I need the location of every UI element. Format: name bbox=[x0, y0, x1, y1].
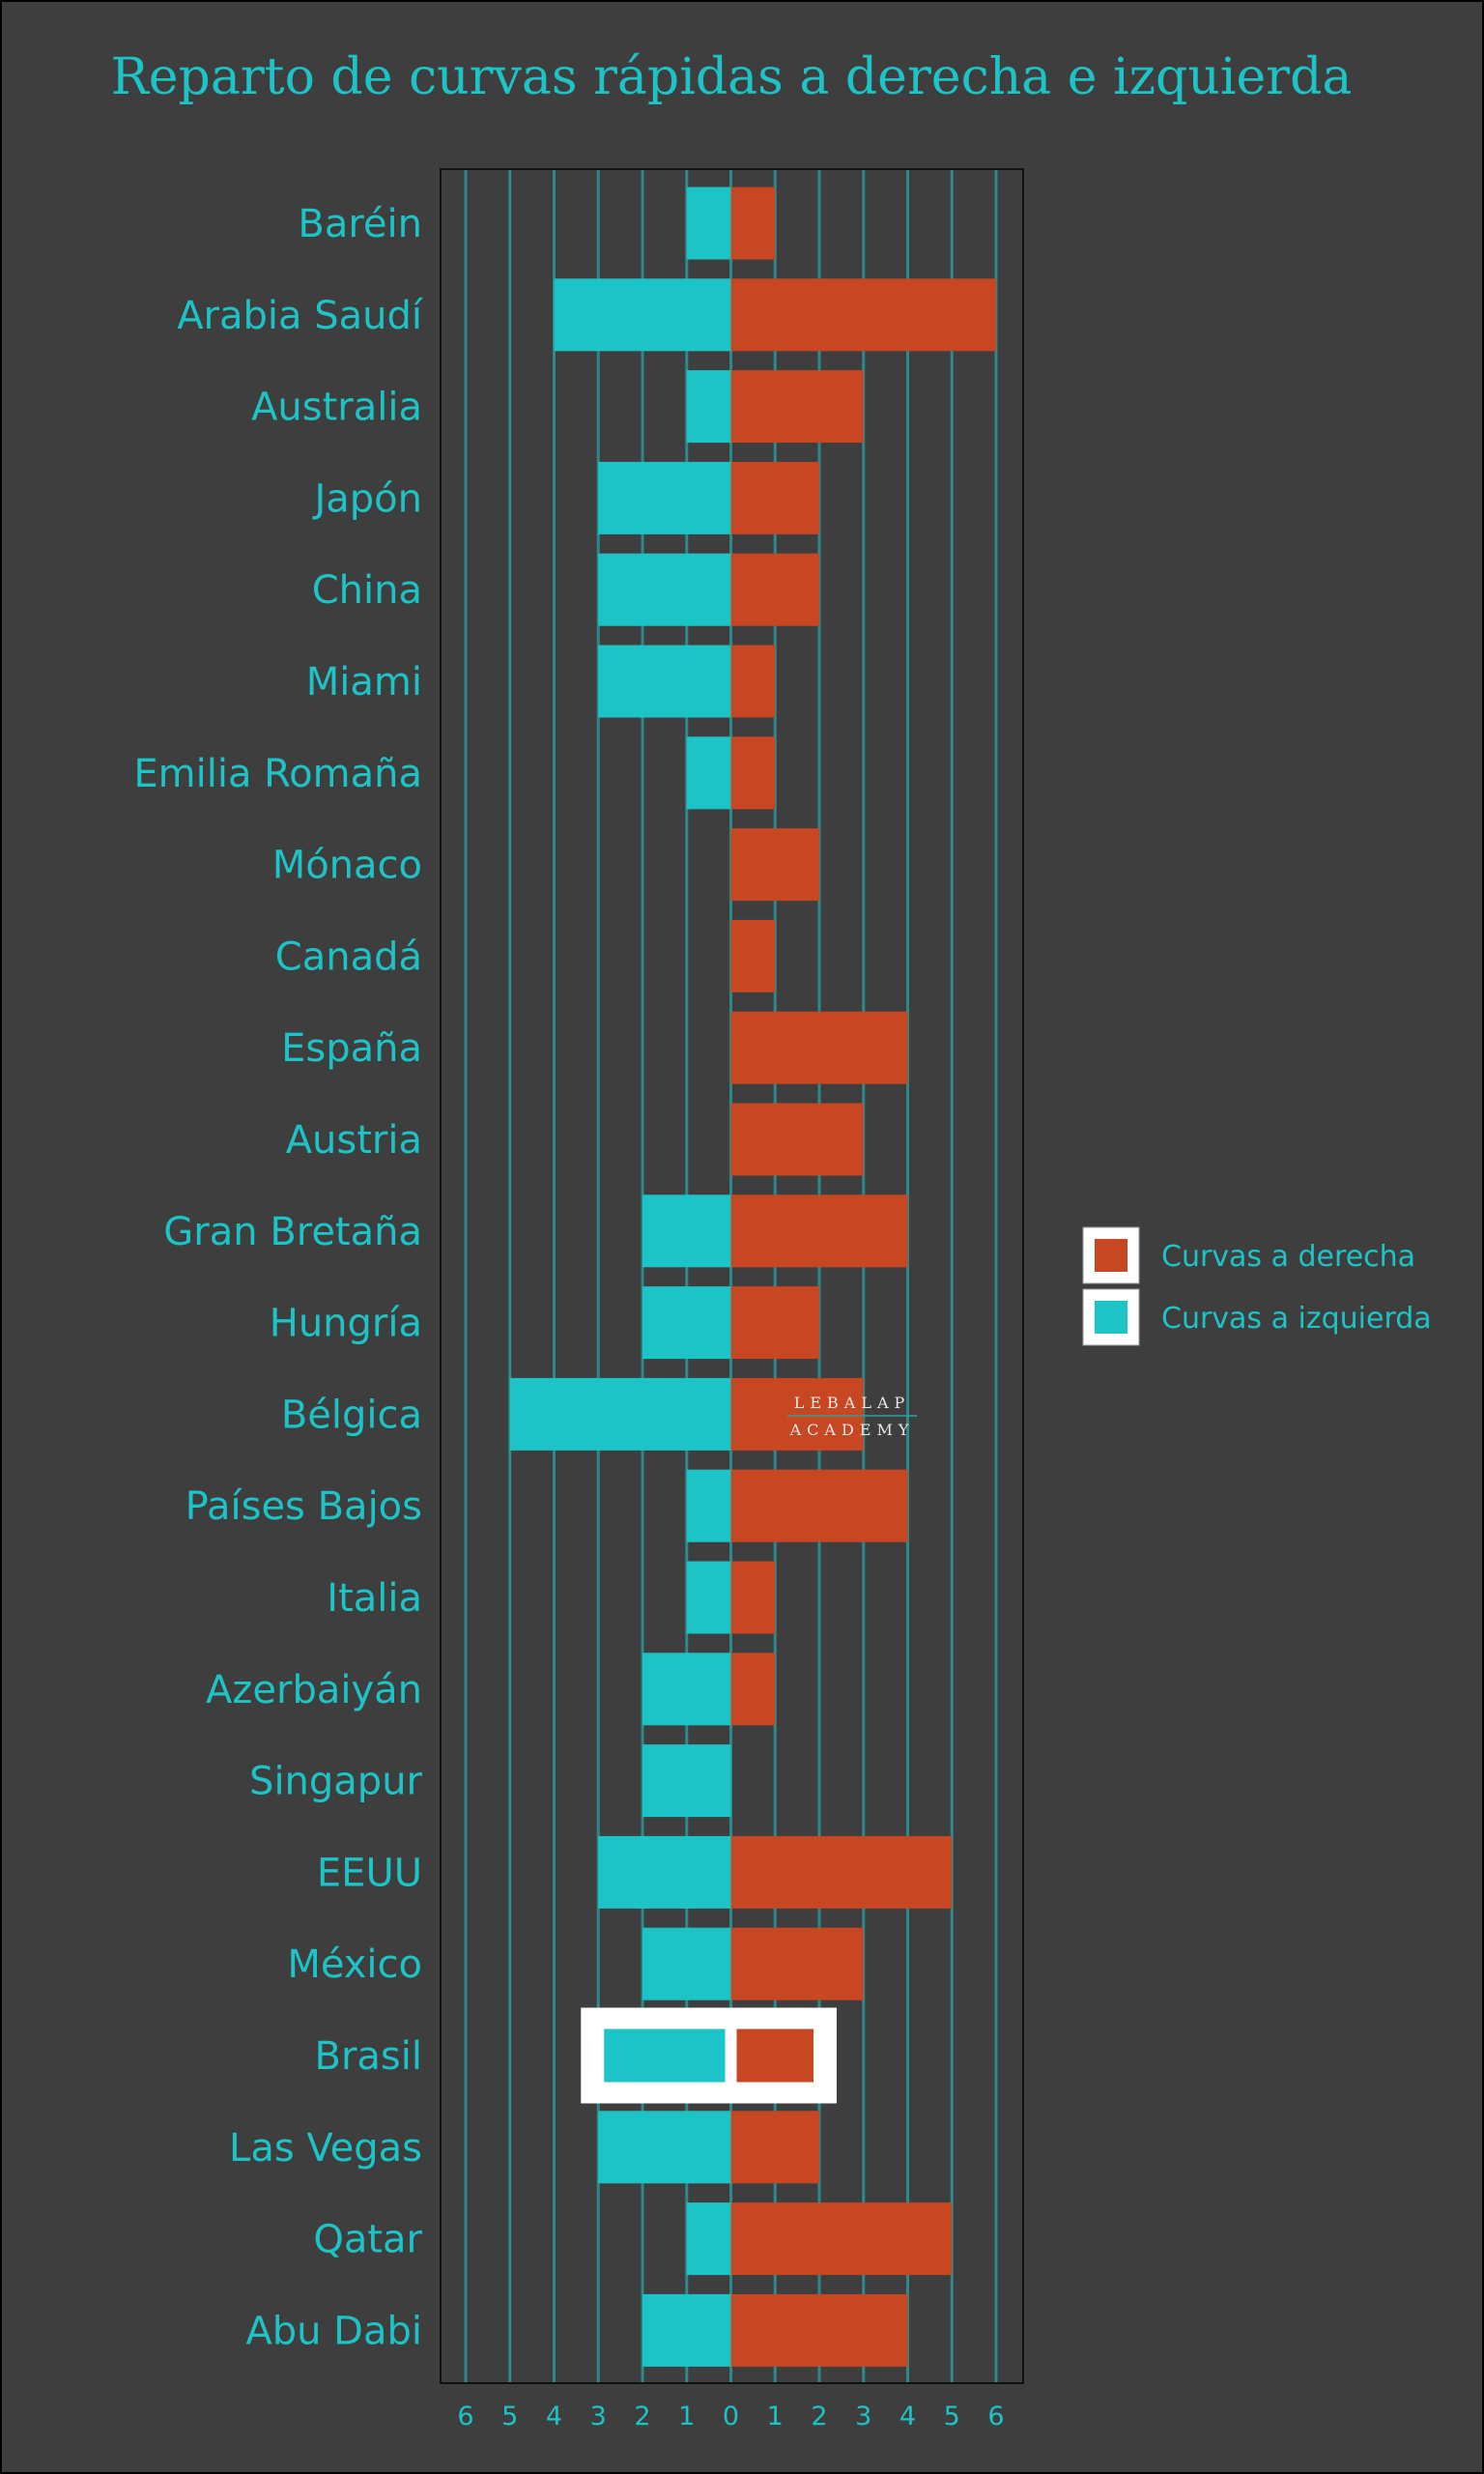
x-tick-label: 5 bbox=[944, 2402, 960, 2431]
bar-right-Las Vegas bbox=[730, 2111, 819, 2184]
bar-left-Japón bbox=[598, 461, 731, 534]
svg-text:ACADEMY: ACADEMY bbox=[789, 1421, 915, 1439]
bar-right-España bbox=[730, 1011, 908, 1084]
bar-left-EEUU bbox=[598, 1835, 731, 1909]
category-label: Arabia Saudí bbox=[177, 294, 424, 338]
bar-right-Baréin bbox=[730, 187, 776, 260]
x-tick-label: 4 bbox=[546, 2402, 562, 2431]
x-tick-label: 4 bbox=[899, 2402, 916, 2431]
x-tick-label: 1 bbox=[767, 2402, 784, 2431]
category-label: Austria bbox=[286, 1118, 422, 1163]
bar-left-Gran Bretaña bbox=[642, 1194, 731, 1268]
bar-left-Azerbaiyán bbox=[642, 1653, 731, 1726]
bar-left-Arabia Saudí bbox=[554, 278, 731, 352]
category-label: España bbox=[281, 1026, 422, 1071]
category-label: Hungría bbox=[270, 1302, 422, 1346]
bar-left-Brasil bbox=[604, 2028, 726, 2083]
category-label: Brasil bbox=[315, 2034, 422, 2079]
x-tick-label: 3 bbox=[590, 2402, 607, 2431]
category-label: Miami bbox=[306, 660, 422, 705]
bar-left-Las Vegas bbox=[598, 2111, 731, 2184]
plot-frame bbox=[440, 168, 1024, 2384]
bar-right-Japón bbox=[730, 461, 819, 534]
bar-left-Emilia Romaña bbox=[686, 736, 731, 810]
bar-left-Bélgica bbox=[509, 1377, 731, 1451]
x-tick-label: 6 bbox=[987, 2402, 1004, 2431]
category-label: Azerbaiyán bbox=[206, 1668, 422, 1712]
bar-right-Bélgica bbox=[730, 1377, 864, 1451]
bar-left-Qatar bbox=[686, 2202, 731, 2276]
category-label: Emilia Romaña bbox=[133, 752, 422, 796]
svg-text:LEBALAP: LEBALAP bbox=[794, 1394, 911, 1412]
bar-right-Qatar bbox=[730, 2202, 953, 2276]
category-label: Baréin bbox=[298, 202, 422, 246]
category-label: Abu Dabi bbox=[245, 2309, 422, 2353]
category-label: Bélgica bbox=[281, 1393, 422, 1437]
category-label: Qatar bbox=[313, 2218, 422, 2262]
category-label: Mónaco bbox=[272, 844, 422, 888]
bar-right-Abu Dabi bbox=[730, 2293, 908, 2367]
bar-left-Miami bbox=[598, 645, 731, 718]
bar-left-Baréin bbox=[686, 187, 731, 260]
category-label: Gran Bretaña bbox=[163, 1210, 422, 1254]
bar-right-Países Bajos bbox=[730, 1469, 908, 1542]
bar-left-Países Bajos bbox=[686, 1469, 731, 1542]
x-tick-label: 3 bbox=[855, 2402, 871, 2431]
bar-left-Singapur bbox=[642, 1744, 731, 1818]
category-label: China bbox=[312, 568, 422, 613]
x-tick-label: 2 bbox=[634, 2402, 650, 2431]
bar-left-México bbox=[642, 1927, 731, 2000]
bar-left-China bbox=[598, 553, 731, 626]
bar-left-Hungría bbox=[642, 1286, 731, 1360]
category-label: Japón bbox=[311, 476, 422, 521]
watermark-logo: LEBALAP ACADEMY bbox=[787, 1394, 917, 1439]
bar-right-Canadá bbox=[730, 919, 776, 992]
category-label: EEUU bbox=[317, 1851, 422, 1895]
bar-right-Gran Bretaña bbox=[730, 1194, 908, 1268]
category-label: Singapur bbox=[249, 1760, 423, 1804]
bar-right-Mónaco bbox=[730, 828, 819, 902]
bar-right-Miami bbox=[730, 645, 776, 718]
legend-swatch bbox=[1095, 1239, 1127, 1272]
category-label: Países Bajos bbox=[186, 1484, 422, 1529]
legend: Curvas a derecha Curvas a izquierda bbox=[1082, 1226, 1432, 1346]
legend-swatch bbox=[1095, 1301, 1127, 1334]
legend-label: Curvas a izquierda bbox=[1161, 1302, 1432, 1336]
category-label: México bbox=[287, 1942, 422, 1987]
bar-right-EEUU bbox=[730, 1835, 953, 1909]
bar-right-Hungría bbox=[730, 1286, 819, 1360]
category-label: Canadá bbox=[275, 935, 422, 979]
bar-left-Australia bbox=[686, 370, 731, 444]
bar-right-China bbox=[730, 553, 819, 626]
x-tick-label: 6 bbox=[457, 2402, 473, 2431]
bar-right-Australia bbox=[730, 370, 864, 444]
bar-right-Brasil bbox=[736, 2028, 813, 2083]
bar-right-Arabia Saudí bbox=[730, 278, 996, 352]
category-label: Las Vegas bbox=[229, 2126, 422, 2171]
bar-left-Abu Dabi bbox=[642, 2293, 731, 2367]
x-tick-label: 2 bbox=[811, 2402, 827, 2431]
bar-right-Emilia Romaña bbox=[730, 736, 776, 810]
bar-left-Italia bbox=[686, 1561, 731, 1634]
bar-right-Azerbaiyán bbox=[730, 1653, 776, 1726]
bar-right-Italia bbox=[730, 1561, 776, 1634]
bar-right-México bbox=[730, 1927, 864, 2000]
category-label: Australia bbox=[251, 386, 422, 430]
x-tick-label: 0 bbox=[723, 2402, 739, 2431]
x-tick-label: 5 bbox=[501, 2402, 518, 2431]
chart-title: Reparto de curvas rápidas a derecha e iz… bbox=[111, 48, 1353, 106]
category-label: Italia bbox=[327, 1576, 422, 1621]
x-tick-label: 1 bbox=[678, 2402, 695, 2431]
legend-label: Curvas a derecha bbox=[1161, 1240, 1415, 1274]
bar-right-Austria bbox=[730, 1103, 864, 1176]
